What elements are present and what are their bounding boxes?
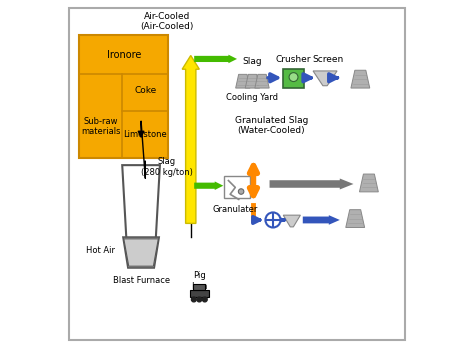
Polygon shape	[124, 239, 158, 266]
Text: Coke: Coke	[134, 86, 156, 95]
Polygon shape	[245, 74, 260, 88]
Text: Granulater: Granulater	[213, 205, 258, 214]
Text: Limestone: Limestone	[123, 130, 167, 139]
Text: Sub-raw
materials: Sub-raw materials	[81, 117, 120, 136]
Polygon shape	[270, 179, 354, 190]
Polygon shape	[123, 237, 159, 268]
FancyBboxPatch shape	[193, 284, 206, 290]
Circle shape	[265, 213, 281, 227]
Polygon shape	[182, 55, 199, 223]
Circle shape	[289, 73, 298, 82]
Text: Slag
(280 kg/ton): Slag (280 kg/ton)	[141, 157, 193, 176]
Circle shape	[202, 297, 207, 302]
Polygon shape	[194, 181, 223, 190]
Polygon shape	[303, 215, 340, 225]
Text: Hot Air: Hot Air	[86, 246, 115, 255]
FancyBboxPatch shape	[190, 290, 209, 297]
FancyBboxPatch shape	[69, 8, 405, 340]
FancyBboxPatch shape	[80, 35, 168, 158]
Circle shape	[191, 297, 196, 302]
Text: Cooling Yard: Cooling Yard	[227, 93, 278, 101]
Text: Slag: Slag	[243, 57, 262, 66]
Text: Blast Furnace: Blast Furnace	[112, 277, 170, 286]
Polygon shape	[236, 74, 250, 88]
Text: Screen: Screen	[312, 55, 344, 64]
Polygon shape	[255, 74, 269, 88]
Text: Granulated Slag
(Water-Cooled): Granulated Slag (Water-Cooled)	[235, 116, 308, 136]
Text: Ironore: Ironore	[107, 50, 141, 60]
FancyBboxPatch shape	[283, 68, 304, 88]
Polygon shape	[313, 71, 337, 86]
FancyBboxPatch shape	[224, 176, 250, 198]
Polygon shape	[359, 174, 378, 192]
Polygon shape	[283, 215, 301, 227]
Polygon shape	[346, 210, 365, 227]
Polygon shape	[122, 165, 160, 265]
Text: Air-Cooled
(Air-Cooled): Air-Cooled (Air-Cooled)	[140, 12, 193, 31]
Text: Crusher: Crusher	[276, 55, 311, 64]
Text: Pig
Iron: Pig Iron	[191, 271, 208, 291]
Polygon shape	[194, 55, 237, 63]
Circle shape	[238, 189, 244, 194]
Circle shape	[197, 297, 202, 302]
Polygon shape	[351, 70, 370, 88]
